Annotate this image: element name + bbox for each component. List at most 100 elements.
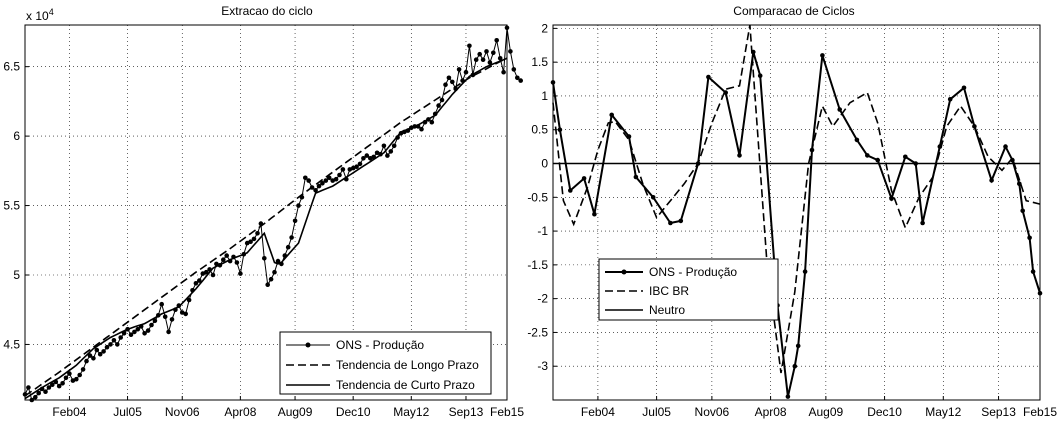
y-tick-label: 1 (541, 89, 548, 103)
y-tick-label: -1 (537, 224, 548, 238)
chart-title: Comparacao de Ciclos (733, 4, 854, 18)
data-point (463, 69, 469, 75)
data-point (210, 272, 216, 278)
legend-marker (621, 269, 627, 275)
data-point (443, 82, 448, 87)
legend-box (279, 331, 492, 395)
data-point (737, 153, 742, 158)
data-point (313, 188, 318, 193)
data-point (33, 394, 38, 400)
chart-title: Extracao do ciclo (221, 4, 313, 18)
data-point (592, 211, 597, 217)
axes-frame (552, 24, 1041, 401)
y-tick-label: -2 (537, 292, 548, 306)
x-tick-label: Jul05 (642, 405, 671, 419)
data-point (108, 342, 113, 347)
data-point (508, 49, 513, 54)
data-point (186, 297, 192, 303)
data-point (633, 174, 639, 180)
data-point (268, 276, 274, 282)
axes-frame (24, 24, 508, 401)
data-point (391, 143, 397, 149)
y-tick-label: 6 (13, 129, 20, 143)
data-point (1027, 235, 1032, 241)
data-point (568, 188, 573, 193)
legend-label: Neutro (649, 303, 685, 317)
data-point (515, 75, 520, 81)
data-point (292, 218, 298, 224)
data-point (159, 301, 164, 307)
data-point (361, 156, 366, 161)
y-tick-label: 2 (541, 21, 548, 35)
data-point (306, 178, 312, 183)
data-point (385, 153, 390, 158)
data-point (320, 181, 325, 186)
data-point (289, 235, 294, 240)
x-tick-label: May12 (925, 405, 961, 419)
data-point (436, 103, 441, 108)
data-point (333, 176, 339, 182)
cycle-comparison-chart: Comparacao de Ciclos -3 -2.5 -2 -1.5 -1 -0.5 0… (527, 4, 1057, 419)
data-point (77, 372, 82, 378)
x-tick-label: Apr08 (224, 405, 256, 419)
data-point (104, 344, 110, 350)
data-point (1003, 144, 1008, 149)
data-point (364, 153, 370, 158)
data-point (792, 363, 798, 369)
data-point (111, 338, 117, 343)
y-tick-label: -2.5 (527, 325, 548, 339)
x-tick-label: Nov06 (165, 405, 200, 419)
data-point (285, 244, 291, 250)
data-point (80, 367, 86, 372)
data-point (296, 203, 301, 208)
data-point (74, 376, 79, 382)
legend-marker (305, 342, 311, 348)
x-tick-label: Dec10 (867, 405, 902, 419)
data-point (63, 375, 69, 381)
x-tick-label: Jul05 (113, 405, 142, 419)
data-point (429, 119, 435, 125)
data-point (118, 335, 123, 340)
legend: ONS - Produção Tendencia de Longo Prazo Te… (279, 331, 492, 395)
x-axis-ticks: Feb04 Jul05 Nov06 Apr08 Aug09 Dec10 May12 Sep13… (581, 396, 1057, 419)
data-point (26, 385, 31, 390)
data-point (354, 164, 359, 169)
data-point (989, 178, 994, 183)
data-point (142, 331, 147, 336)
data-point (251, 236, 257, 242)
data-point (903, 154, 908, 160)
data-point (497, 56, 503, 61)
data-point (439, 97, 445, 103)
data-point (152, 318, 158, 324)
data-point (757, 73, 763, 78)
data-point (477, 51, 483, 57)
data-point (491, 50, 496, 56)
grid (553, 25, 1041, 400)
y-axis-ticks: 4.5 5 5.5 6 6.5 (3, 60, 29, 351)
data-point (511, 67, 517, 72)
data-point (303, 175, 308, 181)
series-line-2 (24, 57, 508, 400)
data-point (450, 79, 455, 85)
data-point (46, 385, 52, 390)
y-axis-ticks: -3 -2.5 -2 -1.5 -1 -0.5 0 0.5 1 1.5 2 (527, 21, 557, 373)
cycle-extraction-chart: Extracao do ciclo x 104 4.5 5 5.5 6 6.5 Feb0… (3, 4, 524, 419)
y-tick-label: 5.5 (3, 199, 20, 213)
data-point (316, 183, 322, 189)
x-tick-label: Feb04 (52, 405, 86, 419)
legend-label: ONS - Produção (649, 265, 737, 279)
data-point (221, 257, 226, 263)
data-point (795, 343, 801, 349)
data-point (197, 278, 202, 283)
data-point (785, 394, 791, 399)
y-tick-label: -3 (537, 359, 548, 373)
y-tick-label: -1.5 (527, 258, 548, 272)
series-line-1 (24, 57, 508, 397)
y-tick-label: 0 (541, 157, 548, 171)
data-point (326, 175, 332, 181)
data-point (820, 53, 825, 58)
data-point (650, 195, 656, 200)
data-point (388, 149, 394, 154)
y-tick-label: 1.5 (531, 55, 548, 69)
legend: ONS - Produção IBC BR Neutro (598, 258, 779, 321)
